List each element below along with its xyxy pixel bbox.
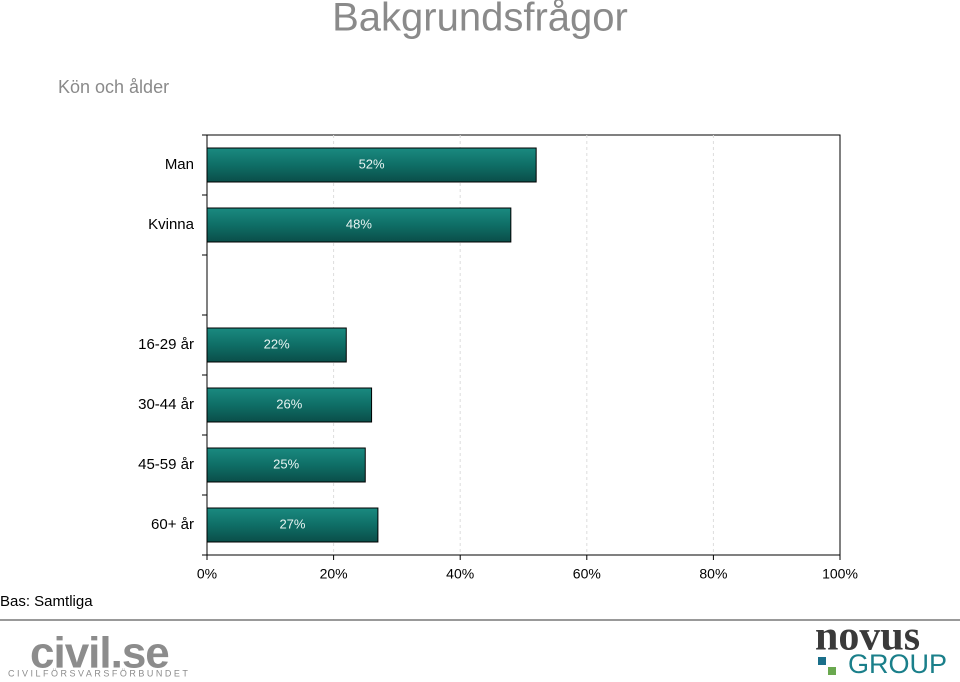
x-tick-label: 100% [822,566,858,582]
right-logo: novus [815,614,920,660]
x-tick-label: 0% [197,566,217,582]
x-tick-label: 60% [573,566,601,582]
y-tick-label: 30-44 år [138,396,194,413]
bar [206,207,512,243]
y-tick-label: 16-29 år [138,336,194,353]
value-label: 26% [276,396,302,411]
bar [206,387,373,423]
value-label: 48% [346,216,372,231]
x-tick-label: 80% [699,566,727,582]
bar [206,147,537,183]
chart-title: Bakgrundsfrågor [332,0,628,40]
y-tick-label: 60+ år [151,516,194,533]
logo-square [818,657,826,665]
x-tick-label: 20% [320,566,348,582]
left-logo: civil.se [30,629,169,678]
y-tick-label: 45-59 år [138,456,194,473]
chart-subtitle: Kön och ålder [58,77,169,97]
y-tick-label: Kvinna [148,216,195,233]
x-tick-label: 40% [446,566,474,582]
value-label: 25% [273,456,299,471]
note: Bas: Samtliga [0,593,93,610]
value-label: 22% [264,336,290,351]
plot: 0% 20% 40% 60% 80% 100% Man 52% Kvinna 48% 16-29 å… [138,134,858,582]
y-tick-label: Man [165,156,194,173]
right-logo-sub: GROUP [848,649,947,679]
value-label: 27% [279,516,305,531]
bar [206,327,347,363]
logo-square [828,667,836,675]
value-label: 52% [359,156,385,171]
left-logo-sub: CIVILFÖRSVARSFÖRBUNDET [8,668,190,678]
bar [206,447,366,483]
bar [206,507,379,543]
